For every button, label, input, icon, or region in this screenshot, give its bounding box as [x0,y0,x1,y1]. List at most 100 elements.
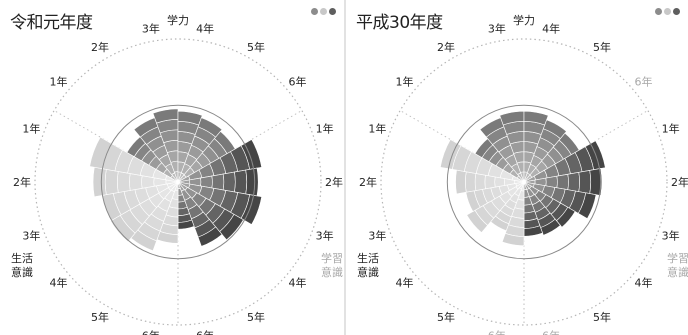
grade-label: 6年 [635,75,653,89]
dot-icon[interactable] [311,8,318,15]
grade-label: 1年 [22,122,40,136]
radar-sector[interactable] [523,168,603,196]
radar-chart-reiwa: 1年 2年 3年 4年 5年 6年 1年 2年 3年 4年 5年 6年 6年 5年 4年 3年 2年 1年 学力生活… [11,13,343,335]
radar-sector[interactable] [110,181,179,243]
radar-sector[interactable] [479,117,525,183]
radar-panel-reiwa: 1年 2年 3年 4年 5年 6年 1年 2年 3年 4年 5年 6年 6年 5年 4年 3年 2年 1年 学力生活… [10,8,343,335]
radar-sector-band [465,171,477,193]
group-label: 学力 [513,13,535,27]
grade-label: 4年 [289,275,307,289]
radar-sector[interactable] [523,181,543,237]
radar-sector[interactable] [523,140,606,183]
group-label: 意識 [357,265,379,279]
outer-ring [34,38,322,326]
radar-sector[interactable] [177,117,223,183]
grade-label: 6年 [488,329,506,335]
chart-title: 令和元年度 [10,13,93,33]
dot-icon[interactable] [320,8,327,15]
radar-sector-band [474,173,486,191]
radar-sector[interactable] [523,110,549,183]
radar-sector[interactable] [92,166,179,198]
radar-sector-band [556,173,569,191]
radar-sector-band [222,171,236,193]
radar-sector-band [117,171,131,193]
radar-sector-band [484,174,496,190]
reference-ring [446,104,602,260]
group-label: 生活 [11,251,33,265]
grade-label: 3年 [142,21,160,35]
legend-dots-icon[interactable] [655,8,680,15]
grade-label: 6年 [542,329,560,335]
group-label: 学習 [321,251,343,265]
radar-sector[interactable] [102,181,179,221]
radar-sector[interactable] [89,136,179,183]
grade-label: 4年 [196,21,214,35]
grade-label: 2年 [671,175,688,189]
radar-sector[interactable] [474,138,525,183]
dot-icon[interactable] [673,8,680,15]
grade-label: 3年 [22,228,40,242]
group-label: 学習 [667,251,688,265]
group-label: 学力 [167,13,189,27]
grade-label: 5年 [91,310,109,324]
grade-label: 5年 [247,40,265,54]
grade-label: 6年 [142,329,160,335]
radar-sector[interactable] [523,181,576,228]
grade-label: 1年 [316,122,334,136]
dot-icon[interactable] [655,8,662,15]
radar-chart-heisei: 1年 2年 3年 4年 5年 6年 1年 2年 3年 4年 5年 6年 6年 5年 4年 3年 2年 1年 学力生活… [357,13,688,335]
grade-label: 3年 [368,228,386,242]
radar-sector-band [234,169,248,195]
radar-sector[interactable] [130,181,179,252]
grade-label: 1年 [662,122,680,136]
grade-label: 3年 [662,228,680,242]
grade-label: 5年 [593,310,611,324]
grade-label: 3年 [488,21,506,35]
group-label: 生活 [357,251,379,265]
radar-sector-band [92,166,107,198]
grade-label: 6年 [196,329,214,335]
grade-label: 4年 [635,275,653,289]
radar-sector[interactable] [177,181,244,241]
grade-label: 1年 [49,75,67,89]
grade-label: 2年 [359,175,377,189]
grade-label: 2年 [437,40,455,54]
grade-label: 6年 [289,75,307,89]
radar-sector-band [577,192,597,219]
radar-sector-band [211,173,225,191]
chart-title: 平成30年度 [356,13,443,33]
radar-sector[interactable] [133,117,179,183]
grade-label: 3年 [316,228,334,242]
dot-icon[interactable] [329,8,336,15]
group-label: 意識 [11,265,33,279]
grade-label: 5年 [437,310,455,324]
radar-sector-band [129,173,143,191]
group-label: 意識 [667,265,688,279]
radar-sector-band [501,232,525,247]
grade-label: 4年 [49,275,67,289]
radar-sector[interactable] [523,181,561,236]
grade-label: 2年 [325,175,343,189]
legend-dots-icon[interactable] [311,8,336,15]
grade-label: 4年 [542,21,560,35]
radar-sector[interactable] [177,167,259,197]
radar-sector-band [104,169,119,195]
reference-ring [100,104,256,260]
radar-sector[interactable] [465,181,525,212]
grade-label: 1年 [395,75,413,89]
radar-sector-band [245,167,259,197]
radar-sector[interactable] [455,169,525,195]
radar-sector-band [578,170,592,194]
radar-panel-heisei: 1年 2年 3年 4年 5年 6年 1年 2年 3年 4年 5年 6年 6年 5年 4年 3年 2年 1年 学力生活… [344,0,688,335]
radar-sector-band [197,226,223,247]
outer-ring [380,38,668,326]
grade-label: 2年 [13,175,31,189]
dot-icon[interactable] [664,8,671,15]
grade-label: 5年 [593,40,611,54]
radar-sector-band [567,171,580,193]
radar-sector-band [455,169,467,195]
grade-label: 2年 [91,40,109,54]
group-label: 意識 [321,265,343,279]
grade-label: 4年 [395,275,413,289]
grade-label: 1年 [368,122,386,136]
